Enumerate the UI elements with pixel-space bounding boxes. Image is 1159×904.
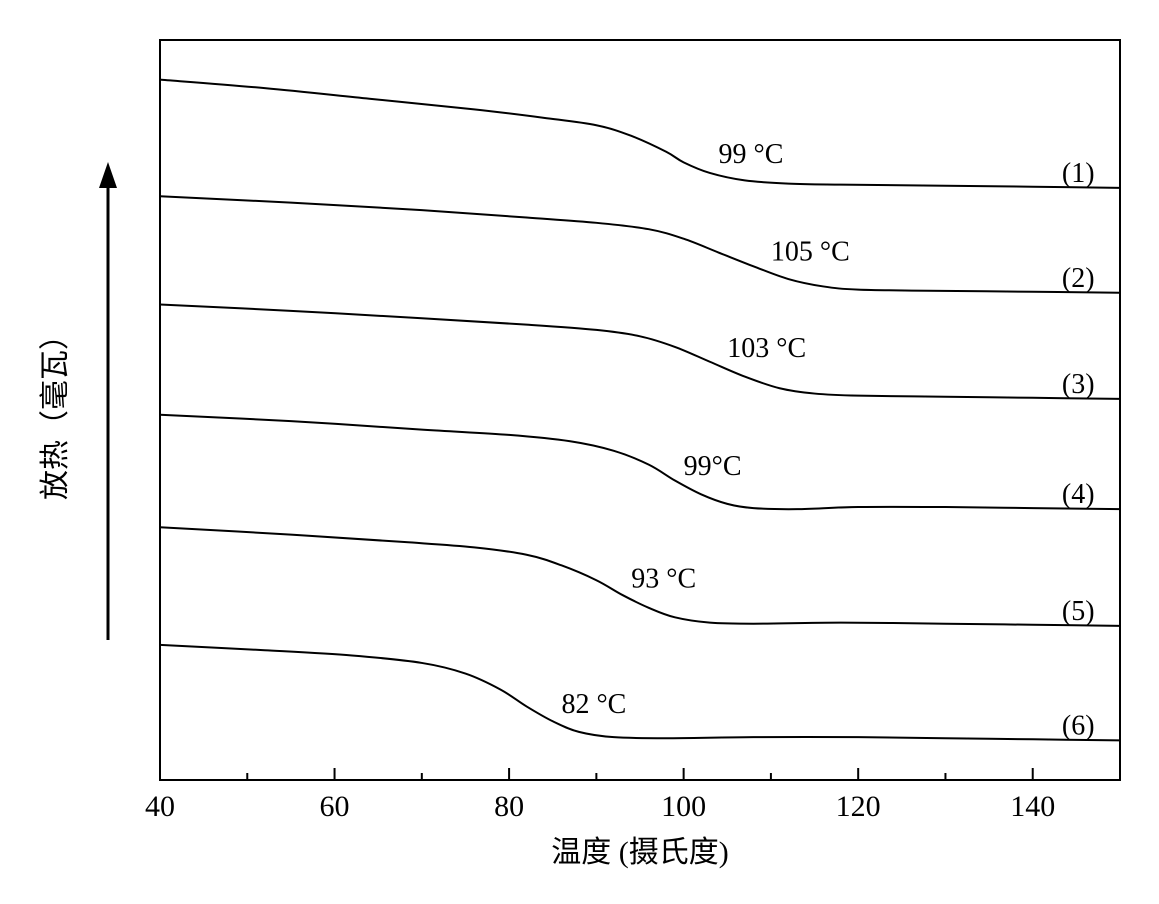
chart-svg: 40 60 80 100 120 140 温度 (摄氏度) 放热（毫瓦） 99 °C (1) 105… (0, 0, 1159, 904)
svg-text:(1): (1) (1062, 158, 1095, 189)
svg-text:80: 80 (494, 790, 524, 823)
svg-text:99°C: 99°C (684, 451, 742, 482)
svg-text:(2): (2) (1062, 263, 1095, 294)
svg-text:100: 100 (661, 790, 706, 823)
svg-text:温度 (摄氏度): 温度 (摄氏度) (551, 836, 728, 869)
svg-text:(6): (6) (1062, 710, 1095, 741)
svg-text:93 °C: 93 °C (631, 563, 696, 594)
svg-text:120: 120 (836, 790, 881, 823)
svg-text:60: 60 (320, 790, 350, 823)
svg-text:103 °C: 103 °C (727, 333, 806, 364)
svg-text:82 °C: 82 °C (561, 689, 626, 720)
svg-text:(3): (3) (1062, 369, 1095, 400)
svg-text:140: 140 (1010, 790, 1055, 823)
svg-text:(4): (4) (1062, 479, 1095, 510)
svg-text:(5): (5) (1062, 596, 1095, 627)
svg-text:40: 40 (145, 790, 175, 823)
dsc-chart: 40 60 80 100 120 140 温度 (摄氏度) 放热（毫瓦） 99 °C (1) 105… (0, 0, 1159, 904)
svg-text:放热（毫瓦）: 放热（毫瓦） (39, 320, 72, 500)
svg-text:105 °C: 105 °C (771, 237, 850, 268)
svg-text:99 °C: 99 °C (719, 139, 784, 170)
